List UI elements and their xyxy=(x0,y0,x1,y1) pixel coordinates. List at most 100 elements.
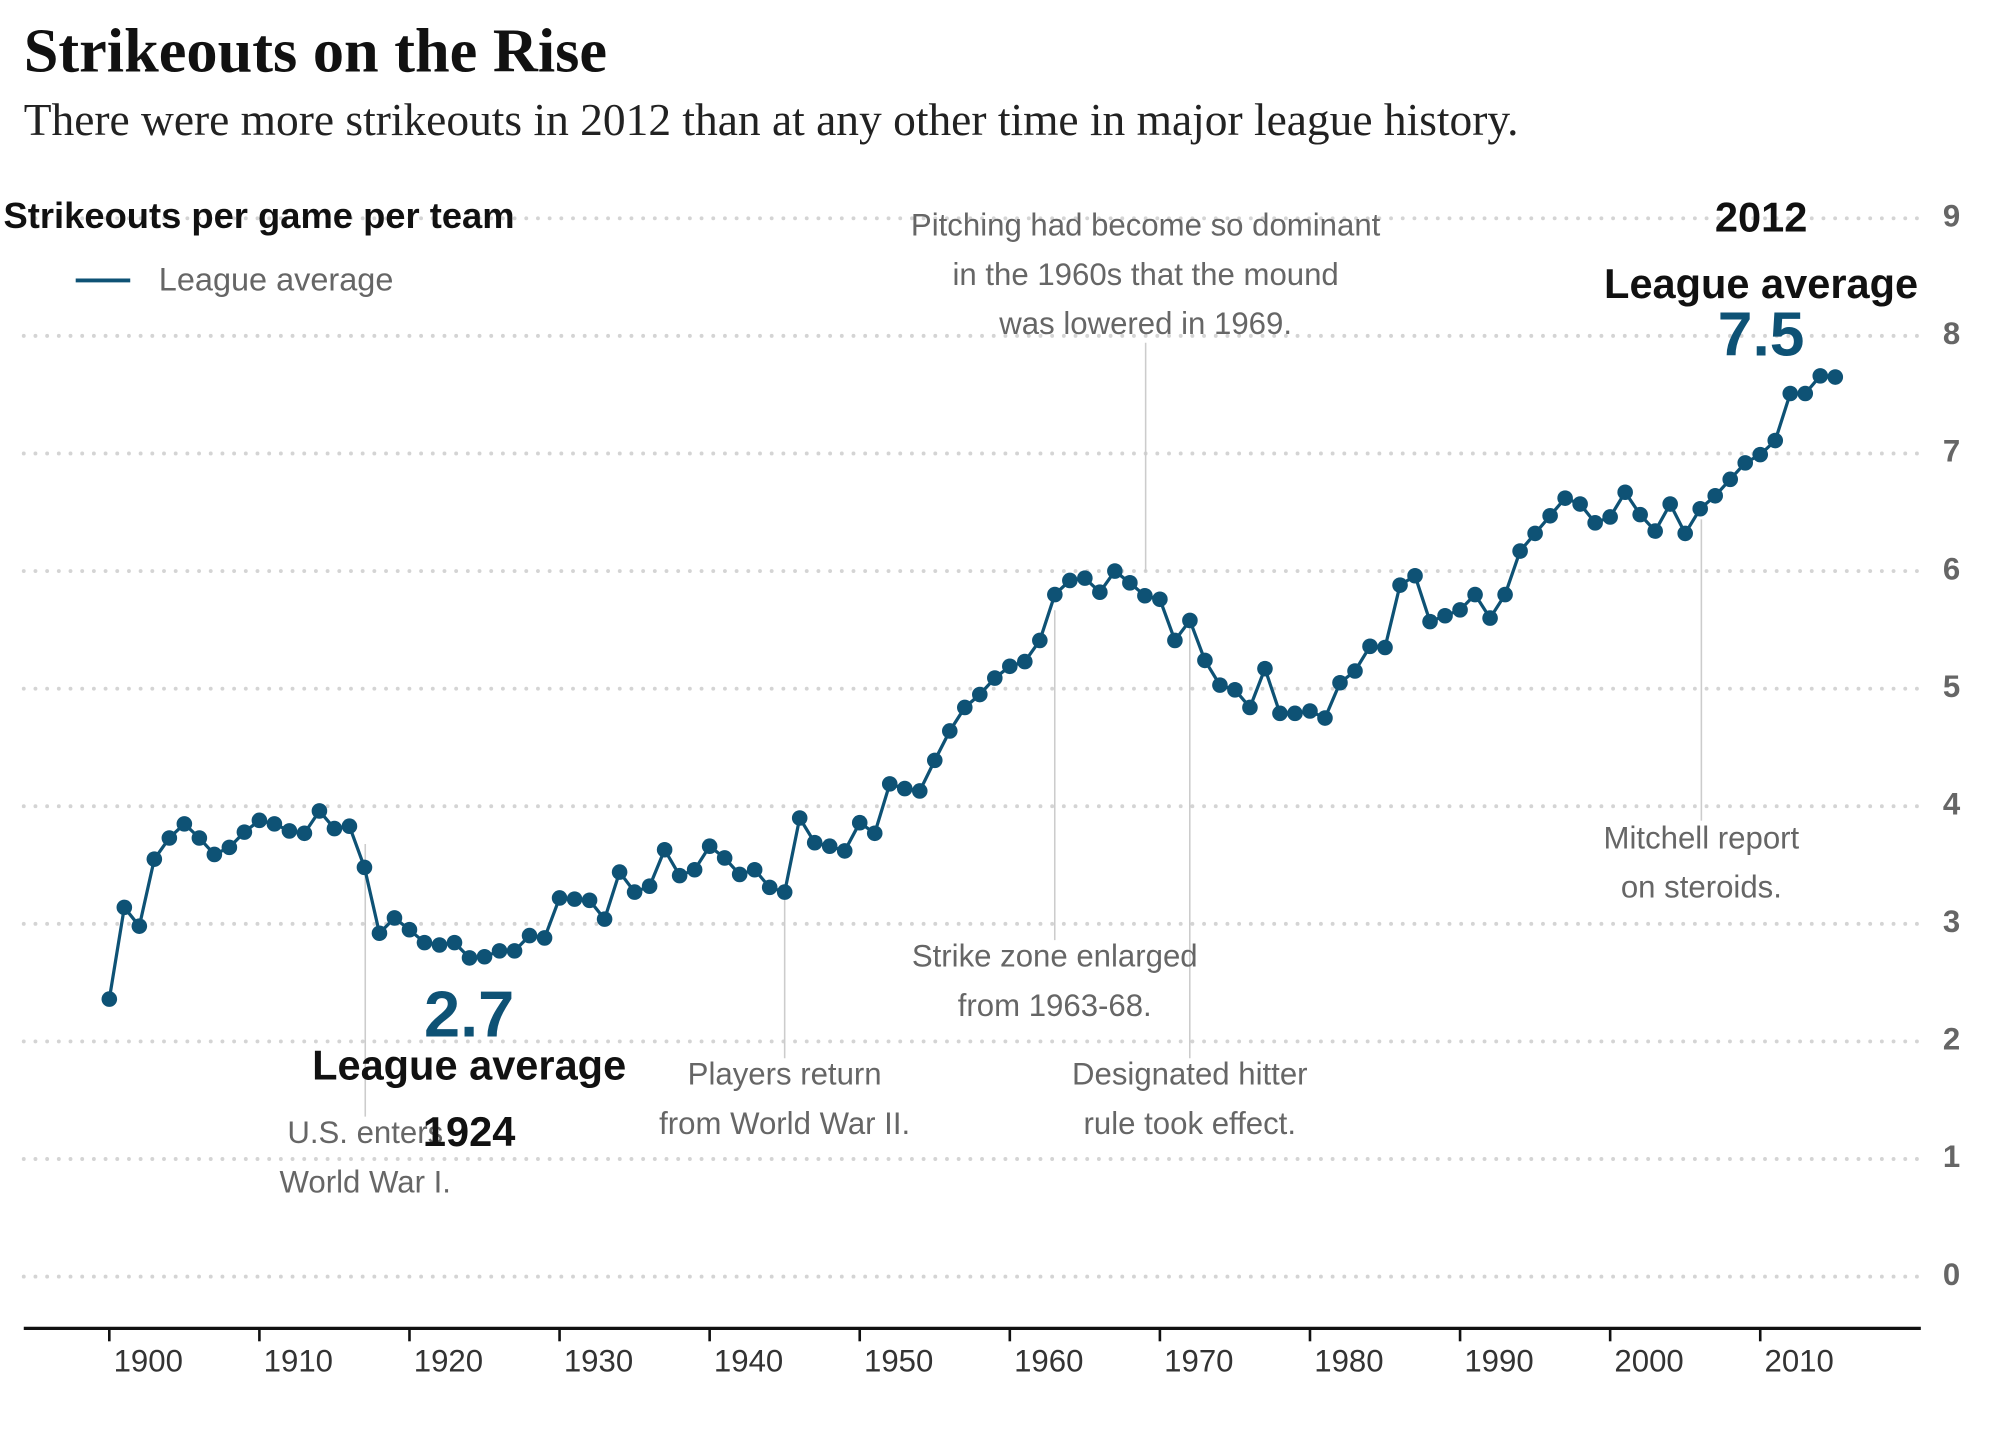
y-tick-label: 4 xyxy=(1943,786,1961,821)
legend-label: League average xyxy=(159,261,394,297)
data-point xyxy=(1467,586,1483,603)
data-point xyxy=(1287,705,1303,722)
data-point xyxy=(1347,663,1363,679)
data-point xyxy=(101,991,118,1007)
annotation: Mitchell report xyxy=(1604,820,1800,855)
data-point xyxy=(1647,523,1663,539)
data-point xyxy=(536,930,553,946)
data-point xyxy=(1797,385,1814,402)
data-point xyxy=(386,910,403,926)
annotation: rule took effect. xyxy=(1084,1106,1296,1141)
data-point xyxy=(716,850,733,866)
data-point xyxy=(1662,496,1678,512)
data-point xyxy=(1317,710,1333,726)
chart-subtitle: There were more strikeouts in 2012 than … xyxy=(24,95,1519,145)
data-point xyxy=(1737,455,1754,471)
data-point xyxy=(356,859,373,876)
data-point xyxy=(371,925,388,942)
data-point xyxy=(926,752,943,769)
data-point xyxy=(296,825,313,842)
data-point xyxy=(1527,525,1543,542)
data-point xyxy=(776,884,793,900)
y-tick-label: 8 xyxy=(1943,316,1960,351)
data-point xyxy=(731,866,748,883)
data-point xyxy=(1587,515,1603,531)
y-tick-label: 1 xyxy=(1943,1139,1960,1174)
data-point xyxy=(641,878,658,894)
data-point xyxy=(221,839,238,856)
data-point xyxy=(191,830,208,846)
data-point xyxy=(1827,369,1844,385)
data-point xyxy=(1197,652,1213,669)
data-point xyxy=(1722,471,1739,488)
data-point xyxy=(836,843,853,859)
data-point xyxy=(1407,567,1423,584)
data-point xyxy=(1692,500,1708,517)
data-point xyxy=(1272,705,1288,722)
data-point xyxy=(236,824,253,840)
annotation: from 1963-68. xyxy=(958,988,1152,1023)
data-point xyxy=(266,816,283,832)
y-tick-label: 5 xyxy=(1943,669,1960,704)
data-point xyxy=(701,838,718,855)
x-tick-label: 1990 xyxy=(1464,1344,1533,1379)
data-point xyxy=(761,879,778,896)
data-point xyxy=(1227,682,1243,698)
data-point xyxy=(972,686,988,703)
data-point xyxy=(491,943,508,959)
data-point xyxy=(1782,385,1799,402)
data-point xyxy=(686,861,703,878)
plot xyxy=(101,368,1844,1007)
data-point xyxy=(911,783,928,799)
data-point xyxy=(1422,613,1438,630)
y-tick-label: 9 xyxy=(1943,199,1960,234)
data-point xyxy=(1362,638,1378,655)
data-point xyxy=(821,838,838,855)
y-tick-label: 6 xyxy=(1943,551,1960,586)
data-point xyxy=(551,890,568,906)
data-point xyxy=(416,934,433,951)
data-point xyxy=(131,918,148,934)
data-point xyxy=(1107,563,1123,579)
x-tick-label: 1910 xyxy=(264,1344,333,1379)
data-point xyxy=(881,776,898,792)
data-point xyxy=(521,927,538,944)
data-point xyxy=(1062,572,1078,589)
data-point xyxy=(1542,507,1558,524)
data-point xyxy=(1377,639,1393,656)
data-point xyxy=(161,830,178,846)
data-point xyxy=(1212,677,1228,693)
data-point xyxy=(1677,525,1693,542)
y-tick-label: 0 xyxy=(1943,1257,1960,1292)
callout-label: League average xyxy=(1604,260,1918,307)
data-point xyxy=(1512,543,1528,559)
data-point xyxy=(851,814,868,831)
callout-value: 7.5 xyxy=(1718,300,1805,369)
data-point xyxy=(746,861,763,878)
data-point xyxy=(1332,674,1348,691)
data-point xyxy=(1572,496,1588,512)
annotation: Designated hitter xyxy=(1072,1057,1308,1092)
data-point xyxy=(987,670,1003,686)
data-point xyxy=(1047,586,1063,603)
data-point xyxy=(1617,484,1633,501)
x-tick-label: 1980 xyxy=(1314,1344,1383,1379)
data-point xyxy=(251,812,268,829)
annotation: on steroids. xyxy=(1621,870,1782,905)
callout-value: 2.7 xyxy=(424,977,514,1050)
data-point xyxy=(1257,660,1273,677)
data-point xyxy=(1017,653,1033,670)
data-point xyxy=(611,864,628,880)
data-point xyxy=(956,699,973,716)
data-point xyxy=(656,841,673,858)
data-point xyxy=(1767,432,1784,449)
data-point xyxy=(1182,612,1198,629)
data-point xyxy=(506,943,523,959)
annotation: in the 1960s that the mound xyxy=(952,257,1338,292)
data-point xyxy=(206,846,223,863)
callout-label: League average xyxy=(312,1042,626,1089)
y-axis-label: Strikeouts per game per team xyxy=(4,195,515,236)
data-point xyxy=(806,834,823,851)
data-point xyxy=(1437,607,1453,624)
x-tick-label: 1900 xyxy=(114,1344,183,1379)
